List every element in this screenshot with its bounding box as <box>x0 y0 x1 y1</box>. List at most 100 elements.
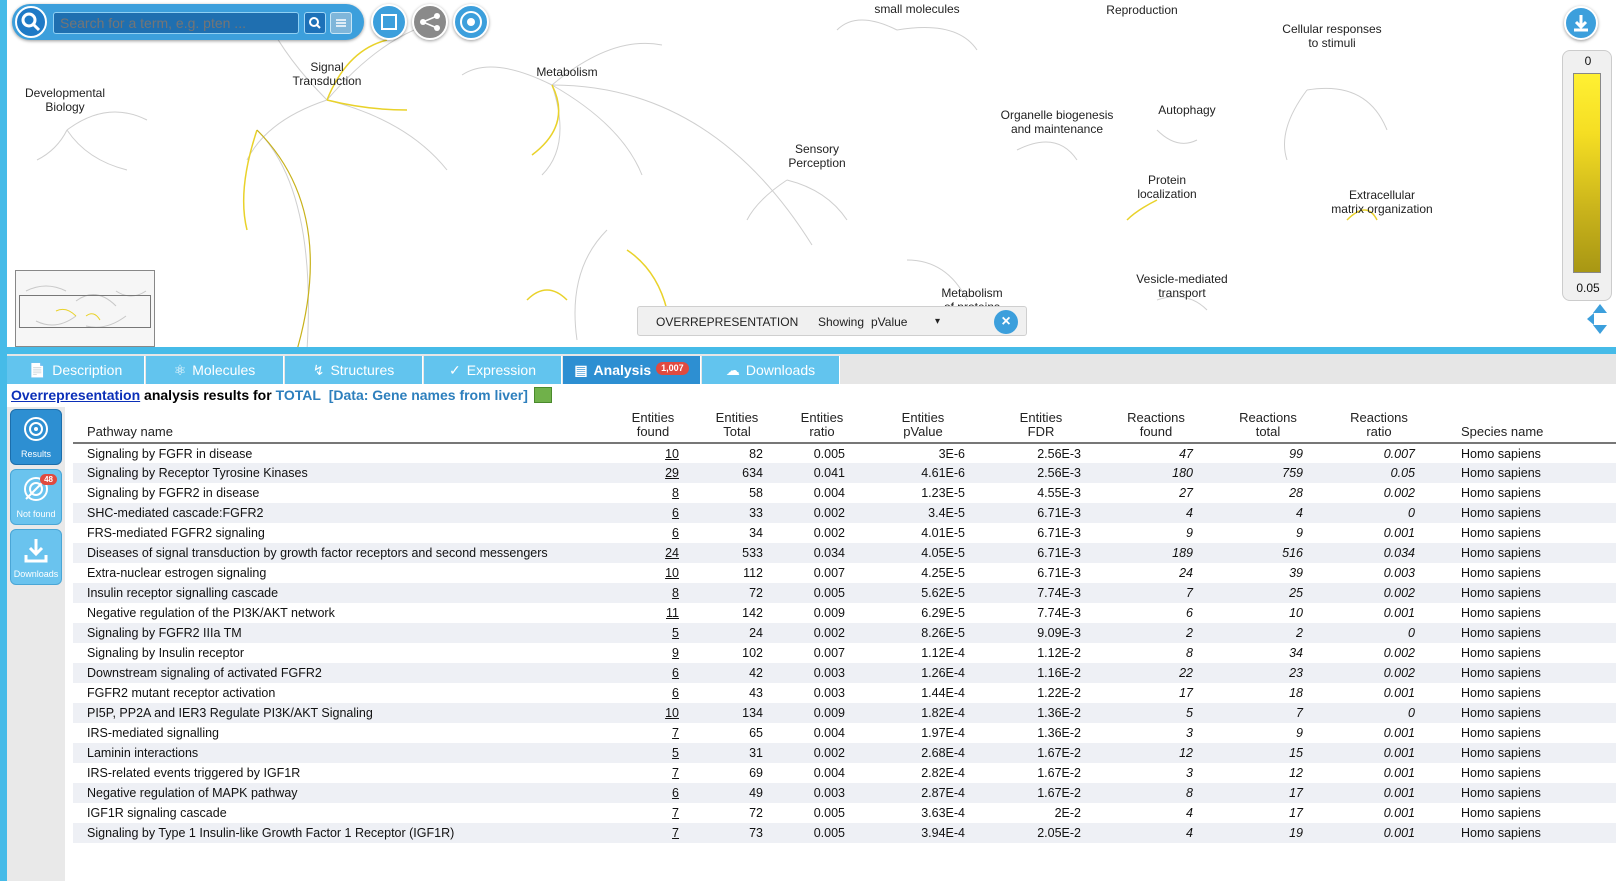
cell-entities-total: 49 <box>693 783 781 803</box>
column-header-reactions-total[interactable]: Reactions total <box>1213 407 1323 444</box>
region-label-organelle-biogenesis[interactable]: Organelle biogenesis and maintenance <box>1000 108 1114 136</box>
table-row[interactable]: FGFR2 mutant receptor activation 6 43 0.003… <box>73 683 1616 703</box>
overrepresentation-link[interactable]: Overrepresentation <box>11 387 141 403</box>
region-label-sensory-perception[interactable]: Sensory Perception <box>788 142 846 170</box>
search-options-button[interactable] <box>330 12 352 34</box>
region-label-extracellular-matrix[interactable]: Extracellular matrix organization <box>1331 188 1433 216</box>
cell-entities-ratio: 0.034 <box>781 543 863 563</box>
entities-found-link[interactable]: 8 <box>672 586 679 600</box>
sidebar-item-results[interactable]: Results <box>10 409 62 465</box>
entities-found-link[interactable]: 5 <box>672 626 679 640</box>
tab-expression[interactable]: ✓ Expression <box>424 356 562 384</box>
entities-found-link[interactable]: 6 <box>672 666 679 680</box>
region-label-vesicle-mediated-transport[interactable]: Vesicle-mediated transport <box>1136 272 1228 300</box>
tab-downloads[interactable]: ☁ Downloads <box>702 356 840 384</box>
cell-reactions-total: 17 <box>1213 783 1323 803</box>
cell-entities-ratio: 0.002 <box>781 623 863 643</box>
region-label-signal-transduction[interactable]: Signal Transduction <box>292 60 362 88</box>
cell-pathway-name: Negative regulation of MAPK pathway <box>73 783 613 803</box>
thumbnail-view-rect[interactable] <box>19 295 151 328</box>
table-row[interactable]: Laminin interactions 5 31 0.002 2.68E-4 1.67E… <box>73 743 1616 763</box>
table-row[interactable]: IGF1R signaling cascade 7 72 0.005 3.63E-4 2E… <box>73 803 1616 823</box>
region-label-small-molecules[interactable]: small molecules <box>874 2 960 16</box>
entities-found-link[interactable]: 6 <box>672 786 679 800</box>
pathway-overview[interactable]: small molecules Reproduction Cellular re… <box>7 0 1616 347</box>
overview-thumbnail[interactable] <box>15 270 155 347</box>
tab-analysis[interactable]: ▤ Analysis 1,007 <box>563 356 701 384</box>
region-label-autophagy[interactable]: Autophagy <box>1158 103 1216 117</box>
cell-entities-total: 33 <box>693 503 781 523</box>
table-row[interactable]: PI5P, PP2A and IER3 Regulate PI3K/AKT Si… <box>73 703 1616 723</box>
table-row[interactable]: Extra-nuclear estrogen signaling 10 112 0.0… <box>73 563 1616 583</box>
close-analysis-button[interactable]: × <box>994 310 1018 334</box>
region-label-cellular-responses[interactable]: Cellular responses to stimuli <box>1282 22 1382 50</box>
analysis-count-badge: 1,007 <box>656 362 689 375</box>
column-header-entities-total[interactable]: Entities Total <box>693 407 781 444</box>
column-header-species-name[interactable]: Species name <box>1435 407 1616 444</box>
table-row[interactable]: Insulin receptor signalling cascade 8 72 0.… <box>73 583 1616 603</box>
tab-molecules[interactable]: ⚛ Molecules <box>146 356 284 384</box>
entities-found-link[interactable]: 8 <box>672 486 679 500</box>
search-icon[interactable] <box>15 6 47 38</box>
entities-found-link[interactable]: 10 <box>665 446 679 461</box>
entities-found-link[interactable]: 10 <box>665 566 679 580</box>
table-row[interactable]: FRS-mediated FGFR2 signaling 6 34 0.002 4.01… <box>73 523 1616 543</box>
table-row[interactable]: SHC-mediated cascade:FGFR2 6 33 0.002 3.4E-5… <box>73 503 1616 523</box>
table-row[interactable]: Signaling by Insulin receptor 9 102 0.007 1.… <box>73 643 1616 663</box>
entities-found-link[interactable]: 5 <box>672 746 679 760</box>
column-header-entities-found[interactable]: Entities found <box>613 407 693 444</box>
column-header-entities-fdr[interactable]: Entities FDR <box>983 407 1099 444</box>
cell-reactions-found: 27 <box>1179 486 1193 500</box>
table-row[interactable]: Signaling by FGFR in disease 10 82 0.005 3E-… <box>73 443 1616 463</box>
entities-found-link[interactable]: 9 <box>672 646 679 660</box>
entities-found-link[interactable]: 6 <box>672 506 679 520</box>
entities-found-link[interactable]: 11 <box>666 606 679 620</box>
column-header-reactions-found[interactable]: Reactions found <box>1099 407 1213 444</box>
region-label-developmental-biology[interactable]: Developmental Biology <box>24 86 106 114</box>
entities-found-link[interactable]: 7 <box>672 726 679 740</box>
table-row[interactable]: Signaling by Receptor Tyrosine Kinases 29… <box>73 463 1616 483</box>
showing-select[interactable]: pValue ▾ <box>868 312 944 332</box>
region-label-metabolism-of-proteins[interactable]: Metabolism of proteins <box>941 286 1003 306</box>
entities-found-link[interactable]: 6 <box>672 686 679 700</box>
entities-found-link[interactable]: 7 <box>672 806 679 820</box>
tab-description[interactable]: 📄 Description <box>7 356 145 384</box>
cell-entities-total: 72 <box>749 806 763 820</box>
column-header-entities-pvalue[interactable]: Entities pValue <box>863 407 983 444</box>
search-input[interactable] <box>53 12 299 34</box>
entities-found-link[interactable]: 24 <box>665 546 679 560</box>
filter-icon[interactable] <box>533 387 552 403</box>
table-row[interactable]: Negative regulation of MAPK pathway 6 49 0.… <box>73 783 1616 803</box>
network-icon[interactable] <box>453 4 489 40</box>
table-row[interactable]: IRS-mediated signalling 7 65 0.004 1.97E-4 1.… <box>73 723 1616 743</box>
column-header-entities-ratio[interactable]: Entities ratio <box>781 407 863 444</box>
entities-found-link[interactable]: 6 <box>672 526 679 540</box>
sidebar-item-label: Not found <box>16 509 56 519</box>
sidebar-item-not-found[interactable]: 48 Not found <box>10 469 62 525</box>
hierarchy-icon[interactable] <box>412 4 448 40</box>
column-header-pathway-name[interactable]: Pathway name <box>73 407 613 444</box>
table-row[interactable]: Downstream signaling of activated FGFR2 6… <box>73 663 1616 683</box>
entities-found-link[interactable]: 7 <box>672 826 679 840</box>
entities-found-link[interactable]: 7 <box>672 766 679 780</box>
sidebar-item-downloads[interactable]: Downloads <box>10 529 62 585</box>
navigation-arrows-icon[interactable] <box>1585 300 1616 338</box>
table-row[interactable]: IRS-related events triggered by IGF1R 7 69… <box>73 763 1616 783</box>
fit-icon[interactable] <box>371 4 407 40</box>
region-label-protein-localization[interactable]: Protein localization <box>1137 173 1197 201</box>
table-row[interactable]: Signaling by Type 1 Insulin-like Growth … <box>73 823 1616 843</box>
region-label-reproduction[interactable]: Reproduction <box>1106 3 1178 17</box>
panel-splitter[interactable] <box>7 347 1616 354</box>
table-row[interactable]: Signaling by FGFR2 in disease 8 58 0.004 1.2… <box>73 483 1616 503</box>
entities-found-link[interactable]: 29 <box>665 466 679 480</box>
search-submit-button[interactable] <box>304 12 326 34</box>
tab-structures[interactable]: ↯ Structures <box>285 356 423 384</box>
download-icon[interactable] <box>1564 6 1598 40</box>
table-row[interactable]: Diseases of signal transduction by growt… <box>73 543 1616 563</box>
cell-reactions-found: 4 <box>1099 823 1213 843</box>
table-row[interactable]: Signaling by FGFR2 IIIa TM 5 24 0.002 8.26E-… <box>73 623 1616 643</box>
entities-found-link[interactable]: 10 <box>665 706 679 720</box>
table-row[interactable]: Negative regulation of the PI3K/AKT netw… <box>73 603 1616 623</box>
region-label-metabolism[interactable]: Metabolism <box>536 65 598 79</box>
column-header-reactions-ratio[interactable]: Reactions ratio <box>1323 407 1435 444</box>
